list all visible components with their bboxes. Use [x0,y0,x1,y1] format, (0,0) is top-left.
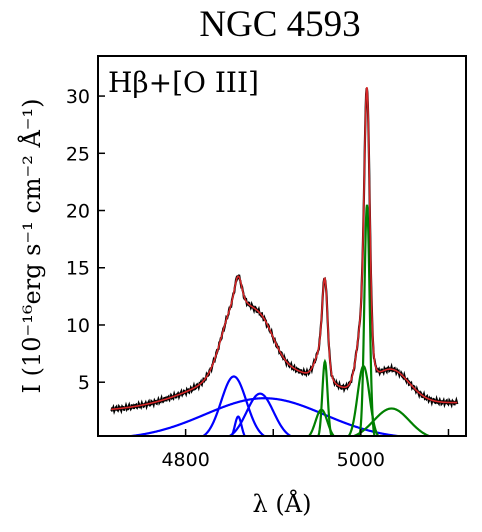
component-line-oiii-8 [350,407,433,436]
y-tick-label-10: 10 [66,315,90,337]
component-line-hbeta-3 [121,397,408,436]
y-axis-label: I (10⁻¹⁶erg s⁻¹ cm⁻² Å⁻¹) [17,99,46,394]
chart-title: NGC 4593 [199,4,360,45]
y-tick-label-20: 20 [66,201,90,223]
plot-frame [97,55,467,437]
y-tick-label-15: 15 [66,258,90,280]
y-ticks: 5 10 15 20 25 30 [66,86,105,394]
y-tick-label-5: 5 [78,372,90,394]
component-line-hbeta-2 [227,392,293,436]
observed-spectrum-line [110,88,459,416]
x-axis-label: λ (Å) [253,489,312,518]
model-fit-line [111,86,458,411]
plot-area [110,86,459,436]
y-tick-label-25: 25 [66,143,90,165]
x-ticks: 4800 5000 [161,429,450,471]
component-line-oiii-5 [307,408,336,436]
y-tick-label-30: 30 [66,86,90,108]
x-tick-label-5000: 5000 [337,449,385,471]
panel-label: Hβ+[O III] [108,66,259,99]
plot-series-group [110,86,459,436]
x-tick-label-4800: 4800 [161,449,209,471]
